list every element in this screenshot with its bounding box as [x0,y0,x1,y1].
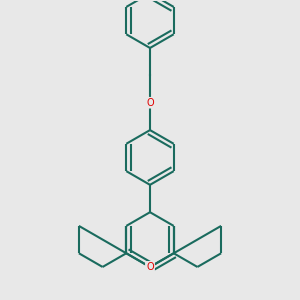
Text: O: O [146,262,154,272]
Text: O: O [146,262,154,272]
Text: O: O [146,262,154,272]
Text: O: O [146,98,154,108]
